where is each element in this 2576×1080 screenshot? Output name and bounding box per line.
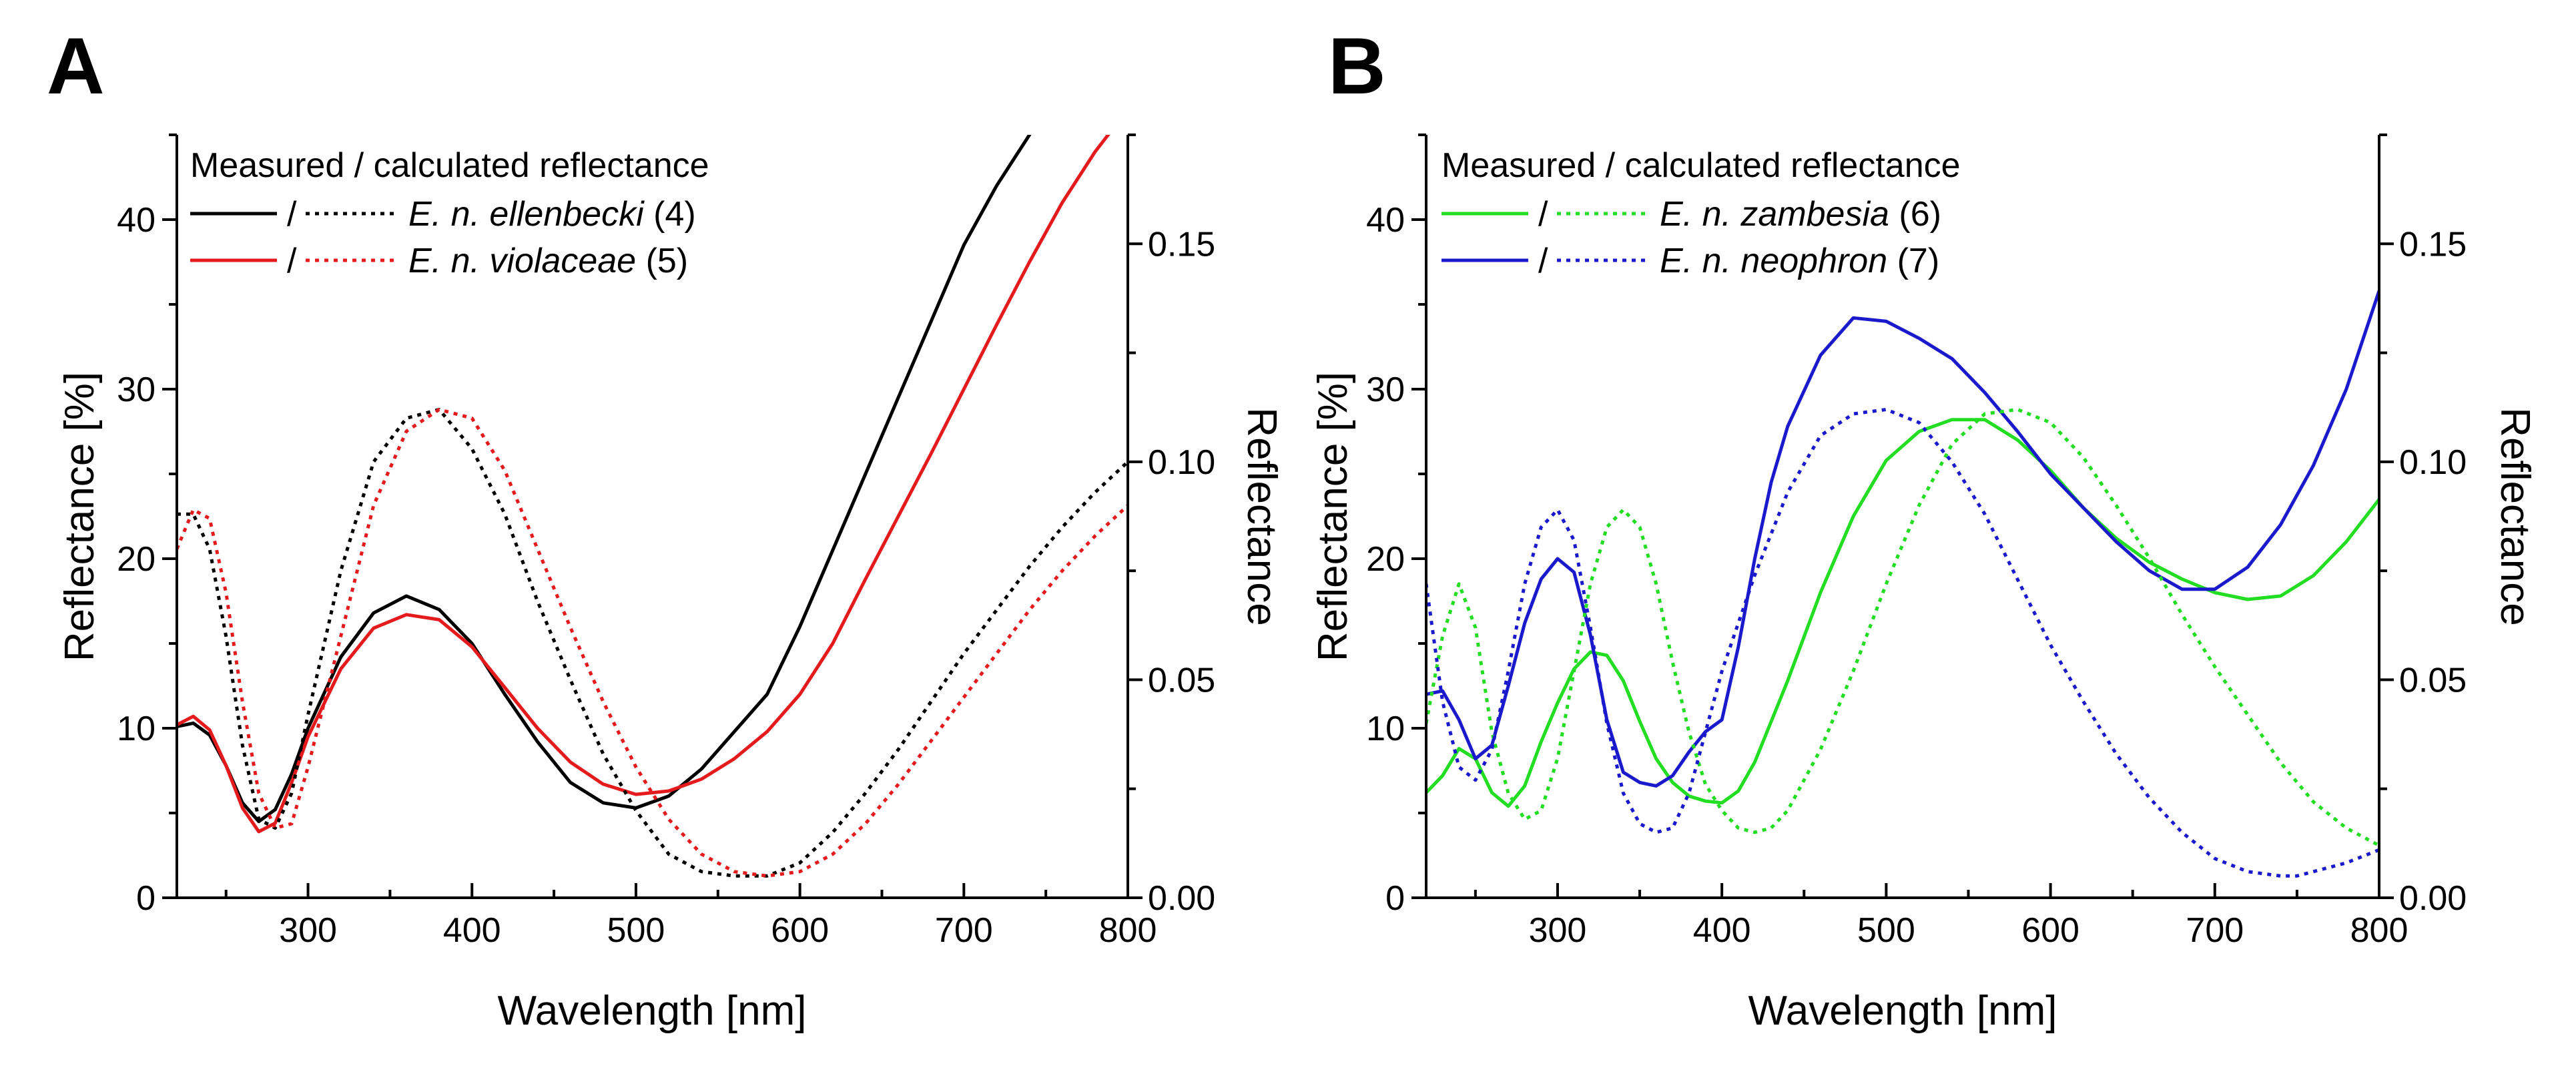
x-tick-label: 300 <box>279 911 337 950</box>
x-tick-label: 500 <box>607 911 665 950</box>
y2-tick-label: 0.15 <box>2399 225 2467 264</box>
legend-label: E. n. neophron (7) <box>1660 242 1939 280</box>
legend-species-name: E. n. zambesia <box>1660 195 1889 234</box>
legend-label: E. n. violaceae (5) <box>408 242 688 280</box>
legend-entry: / E. n. ellenbecki (4) <box>190 195 696 234</box>
x-tick-label: 600 <box>771 911 829 950</box>
series-line-e-n-zambesia-calculated <box>1426 408 2379 847</box>
y-tick-label: 30 <box>117 370 155 409</box>
legend-species-name: E. n. neophron <box>1660 242 1887 280</box>
panel-b-x-axis-title: Wavelength [nm] <box>1748 988 2057 1034</box>
x-tick-label: 500 <box>1857 911 1915 950</box>
y-tick-label: 40 <box>117 201 155 240</box>
series-line-e-n-ellenbecki-calculated <box>177 408 1128 878</box>
legend-separator: / <box>287 242 297 280</box>
panel-b-y-axis-title: Reflectance [%] <box>1310 372 1356 661</box>
x-tick-label: 800 <box>1099 911 1157 950</box>
legend-suffix: (6) <box>1899 195 1941 234</box>
x-tick-label: 400 <box>443 911 501 950</box>
panel-b-x-tick-labels: 300 400 500 600 700 800 <box>1529 911 2408 950</box>
x-tick-label: 700 <box>935 911 993 950</box>
panel-a-x-axis-title: Wavelength [nm] <box>498 988 807 1034</box>
panel-a-label: A <box>47 21 105 111</box>
y-tick-label: 30 <box>1366 370 1405 409</box>
panel-a-y-tick-labels: 0 10 20 30 40 <box>117 201 155 918</box>
series-line-e-n-ellenbecki-measured <box>177 135 1032 824</box>
panel-b-plot-area <box>1426 290 2379 878</box>
y2-tick-label: 0.05 <box>2399 661 2467 700</box>
legend-entry: / E. n. zambesia (6) <box>1441 195 1941 234</box>
series-line-e-n-zambesia-measured <box>1426 418 2379 808</box>
series-line-e-n-violaceae-measured <box>177 135 1110 834</box>
legend-label: E. n. zambesia (6) <box>1660 195 1941 234</box>
legend-label: E. n. ellenbecki (4) <box>408 195 696 234</box>
y2-tick-label: 0.00 <box>2399 879 2467 918</box>
y-tick-label: 0 <box>136 879 155 918</box>
panel-a-axes <box>162 133 1143 899</box>
panel-b-y2-tick-labels: 0.00 0.05 0.10 0.15 <box>2399 225 2467 918</box>
legend-entry: / E. n. violaceae (5) <box>190 242 688 280</box>
panel-a-x-tick-labels: 300 400 500 600 700 800 <box>279 911 1157 950</box>
x-tick-label: 600 <box>2021 911 2079 950</box>
legend-separator: / <box>1538 242 1548 280</box>
x-tick-label: 400 <box>1693 911 1751 950</box>
panel-b-legend-title: Measured / calculated reflectance <box>1441 146 1961 185</box>
series-line-e-n-neophron-calculated <box>1426 408 2379 878</box>
panel-b-label: B <box>1328 21 1386 111</box>
y2-tick-label: 0.05 <box>1148 661 1215 700</box>
x-tick-label: 300 <box>1529 911 1587 950</box>
panel-a-legend: Measured / calculated reflectance / E. n… <box>190 146 709 280</box>
panel-b-y-tick-labels: 0 10 20 30 40 <box>1366 201 1405 918</box>
legend-entry: / E. n. neophron (7) <box>1441 242 1939 280</box>
y2-tick-label: 0.15 <box>1148 225 1215 264</box>
legend-species-name: E. n. violaceae <box>408 242 636 280</box>
legend-species-name: E. n. ellenbecki <box>408 195 645 234</box>
panel-a-legend-title: Measured / calculated reflectance <box>190 146 709 185</box>
y-tick-label: 20 <box>117 540 155 579</box>
panel-b-axes <box>1411 133 2394 899</box>
x-tick-label: 700 <box>2186 911 2244 950</box>
x-tick-label: 800 <box>2350 911 2408 950</box>
panel-a-y2-axis-title: Reflectance <box>1239 407 1285 625</box>
y2-tick-label: 0.10 <box>1148 443 1215 482</box>
y-tick-label: 20 <box>1366 540 1405 579</box>
legend-suffix: (4) <box>653 195 696 234</box>
series-line-e-n-neophron-measured <box>1426 290 2379 788</box>
y-tick-label: 40 <box>1366 201 1405 240</box>
panel-a-y-axis-title: Reflectance [%] <box>57 372 103 661</box>
panel-a-y2-tick-labels: 0.00 0.05 0.10 0.15 <box>1148 225 1215 918</box>
panel-a-plot-area <box>177 135 1128 878</box>
y2-tick-label: 0.00 <box>1148 879 1215 918</box>
legend-suffix: (7) <box>1897 242 1940 280</box>
legend-separator: / <box>287 195 297 234</box>
series-line-e-n-violaceae-calculated <box>177 408 1128 878</box>
y-tick-label: 10 <box>117 710 155 748</box>
panel-b-legend: Measured / calculated reflectance / E. n… <box>1441 146 1961 280</box>
y-tick-label: 0 <box>1385 879 1405 918</box>
y-tick-label: 10 <box>1366 710 1405 748</box>
y2-tick-label: 0.10 <box>2399 443 2467 482</box>
panel-b-y2-axis-title: Reflectance <box>2492 407 2538 625</box>
legend-suffix: (5) <box>646 242 689 280</box>
legend-separator: / <box>1538 195 1548 234</box>
